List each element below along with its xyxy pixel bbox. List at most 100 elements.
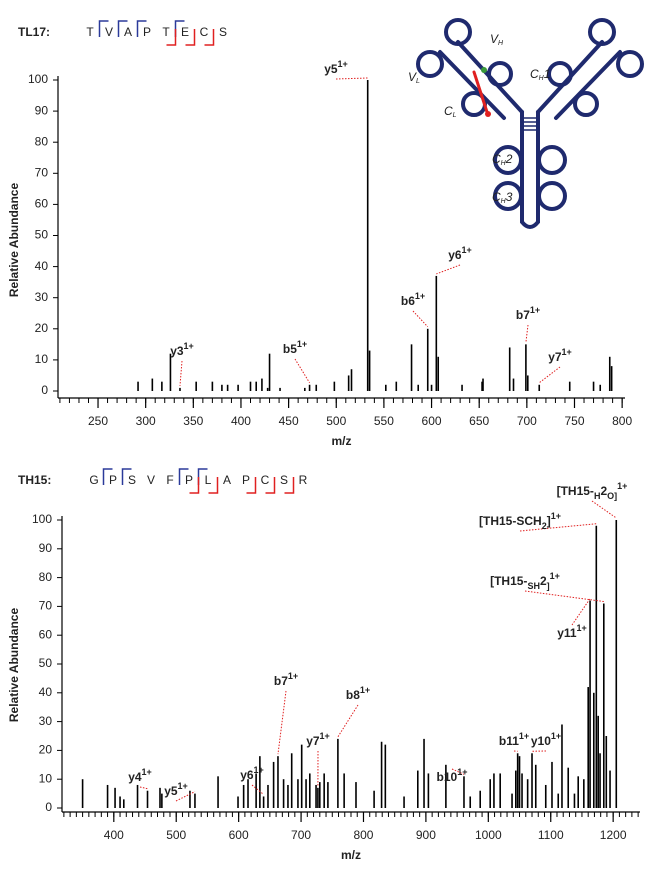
annotation-leader: [337, 704, 359, 738]
annotation-leader: [451, 768, 465, 775]
x-tick-label: 750: [564, 414, 584, 428]
y-ion-bracket: [284, 477, 295, 494]
superscript: 1+: [320, 731, 330, 741]
b-ion-bracket: [98, 20, 109, 37]
subscript: O]: [607, 491, 617, 501]
subscript: 2: [542, 521, 547, 531]
y-ion-bracket: [265, 477, 276, 494]
y-tick-label: 90: [35, 103, 49, 117]
residue: A: [223, 473, 231, 487]
diagram-label: CL: [444, 104, 457, 119]
x-tick-label: 500: [326, 414, 346, 428]
text-part: y5: [324, 62, 338, 76]
annotation-leader: [294, 358, 311, 384]
text-part: b5: [283, 342, 297, 356]
peak-label: y41+: [128, 767, 152, 784]
text-part: b8: [346, 688, 360, 702]
superscript: 1+: [519, 731, 529, 741]
subscript: H: [594, 491, 601, 501]
annotation-leader: [251, 784, 264, 795]
y-tick-label: 100: [28, 72, 48, 86]
b-ion-bracket: [136, 20, 147, 37]
annotation-leader: [179, 360, 183, 386]
y-tick-label: 30: [39, 714, 53, 728]
peak-label: y61+: [240, 765, 264, 782]
residue: A: [124, 25, 132, 39]
text-part: y5: [164, 784, 178, 798]
text-part: 3: [506, 190, 513, 204]
peak-label: y71+: [306, 731, 330, 748]
x-tick-label: 900: [416, 828, 436, 842]
x-tick-label: 800: [353, 828, 373, 842]
superscript: 1+: [550, 571, 560, 581]
y-ion-bracket: [208, 477, 219, 494]
annotation-leader: [538, 366, 561, 384]
b-ion-bracket: [102, 468, 113, 485]
residue: P: [109, 473, 117, 487]
x-tick-label: 550: [374, 414, 394, 428]
y-tick-label: 20: [39, 743, 53, 757]
y-tick-label: 30: [35, 290, 49, 304]
subscript: SH: [527, 581, 540, 591]
annotation-leader: [591, 500, 617, 519]
text-part: b7: [516, 308, 530, 322]
y-tick-label: 50: [35, 228, 49, 242]
superscript: 1+: [577, 623, 587, 633]
chart-title: TH15:: [18, 473, 51, 487]
y-tick-label: 0: [45, 800, 52, 814]
x-tick-label: 450: [279, 414, 299, 428]
y-tick-label: 50: [39, 656, 53, 670]
residue: P: [242, 473, 250, 487]
annotation-leader: [436, 264, 461, 275]
residue: T: [162, 25, 170, 39]
b-ion-bracket: [121, 468, 132, 485]
subscript: H: [539, 75, 545, 82]
text-part: y11: [557, 626, 577, 640]
x-tick-label: 300: [136, 414, 156, 428]
annotation-leader: [139, 786, 148, 790]
annotation-leader: [571, 598, 591, 626]
text-part: C: [444, 104, 453, 118]
x-axis-title: m/z: [331, 434, 351, 448]
x-tick-label: 700: [517, 414, 537, 428]
text-part: V: [408, 70, 417, 84]
peak-label: y51+: [324, 59, 348, 76]
peak-label: b81+: [346, 685, 370, 702]
superscript: 1+: [338, 59, 348, 69]
y-ion-bracket: [189, 477, 200, 494]
y-tick-label: 80: [35, 134, 49, 148]
superscript: 1+: [288, 671, 298, 681]
y-tick-label: 40: [39, 685, 53, 699]
x-tick-label: 1200: [600, 828, 627, 842]
peak-label: b51+: [283, 339, 307, 356]
residue: R: [299, 473, 308, 487]
text-part: y7: [548, 350, 562, 364]
y-tick-label: 10: [35, 352, 49, 366]
peak-label: b101+: [437, 767, 468, 784]
text-part: b11: [499, 734, 519, 748]
text-part: y3: [170, 344, 184, 358]
y-tick-label: 20: [35, 321, 49, 335]
text-part: b10: [437, 770, 458, 784]
y-tick-label: 70: [35, 165, 49, 179]
diagram-label: CH2: [492, 152, 513, 167]
y-tick-label: 60: [39, 627, 53, 641]
y-axis-title: Relative Abundance: [7, 608, 21, 723]
x-tick-label: 600: [422, 414, 442, 428]
y-tick-label: 100: [32, 512, 52, 526]
x-tick-label: 1100: [538, 828, 564, 842]
text-part: C: [492, 190, 501, 204]
text-part: 2: [600, 484, 607, 498]
residue: C: [261, 473, 270, 487]
y-ion-bracket: [185, 29, 196, 46]
text-part: y7: [306, 734, 320, 748]
x-tick-label: 800: [612, 414, 632, 428]
superscript: 1+: [551, 731, 561, 741]
residue: S: [280, 473, 288, 487]
text-part: y6: [240, 768, 254, 782]
subscript: ]: [547, 581, 550, 591]
residue: S: [128, 473, 136, 487]
y-tick-label: 40: [35, 259, 49, 273]
text-part: C: [492, 152, 501, 166]
